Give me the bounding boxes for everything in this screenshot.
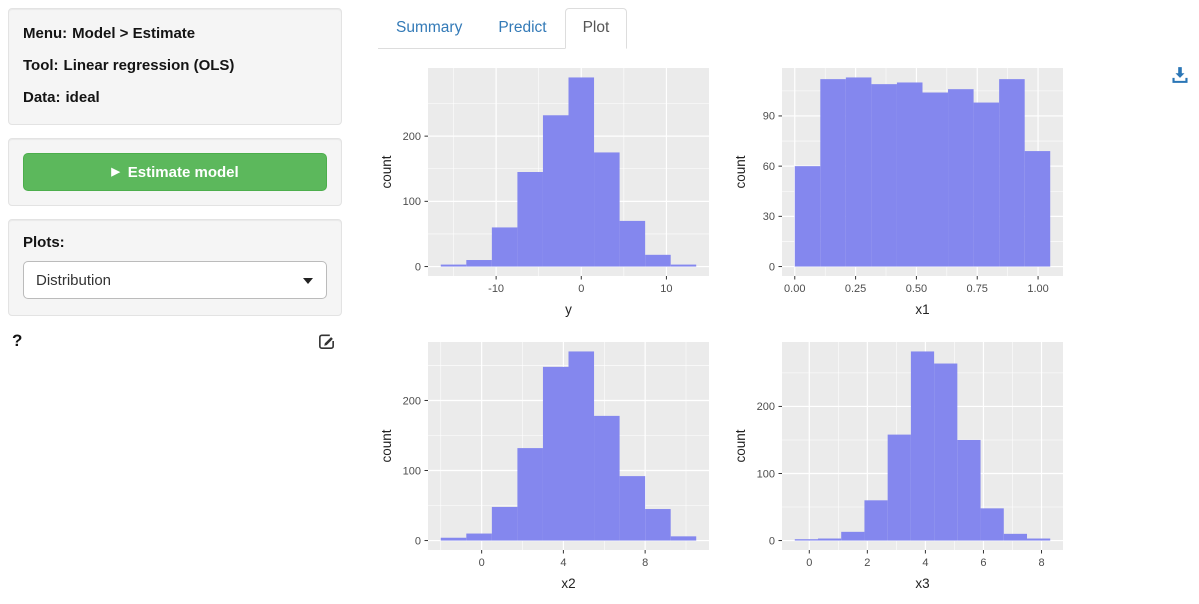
tab-bar: Summary Predict Plot <box>378 8 628 49</box>
svg-text:10: 10 <box>660 283 672 295</box>
svg-text:0: 0 <box>578 283 584 295</box>
data-label: Data: <box>23 89 61 106</box>
tab-predict[interactable]: Predict <box>498 19 547 36</box>
svg-text:1.00: 1.00 <box>1027 283 1048 295</box>
menu-label: Menu: <box>23 25 68 42</box>
svg-text:90: 90 <box>763 111 775 123</box>
svg-text:8: 8 <box>642 557 648 569</box>
histogram-x3-svg: 0 100 200 0 2 4 6 8 x3 count <box>733 342 1063 591</box>
svg-text:200: 200 <box>403 131 421 143</box>
svg-text:-10: -10 <box>488 283 504 295</box>
histogram-x1-svg: 0 30 60 90 0.00 0.25 0.50 0.75 1.00 x1 count <box>733 68 1063 317</box>
plots-grid: 0 100 200 -10 0 10 y count 0 30 60 90 0.00 0.25 0.50 0… <box>378 62 1072 594</box>
plots-panel: Plots: Distribution <box>8 219 342 316</box>
histogram-x2-svg: 0 100 200 0 4 8 x2 count <box>379 342 709 591</box>
svg-text:200: 200 <box>403 395 421 407</box>
plot-type-select[interactable]: Distribution <box>23 261 327 299</box>
svg-text:count: count <box>733 429 748 462</box>
svg-text:6: 6 <box>980 557 986 569</box>
tool-value: Linear regression (OLS) <box>63 57 235 74</box>
data-value: ideal <box>65 89 100 106</box>
svg-text:0.75: 0.75 <box>967 283 988 295</box>
report-edit-icon[interactable] <box>317 332 336 351</box>
menu-breadcrumb: Menu: Model > Estimate <box>23 25 327 42</box>
tool-label: Tool: <box>23 57 59 74</box>
svg-text:100: 100 <box>403 196 421 208</box>
svg-text:0: 0 <box>415 261 421 273</box>
svg-text:count: count <box>379 429 394 462</box>
estimate-panel: ▶ Estimate model <box>8 138 342 206</box>
svg-text:0.50: 0.50 <box>906 283 927 295</box>
svg-text:100: 100 <box>403 465 421 477</box>
histogram-x2: 0 100 200 0 4 8 x2 count <box>378 336 718 594</box>
play-icon: ▶ <box>111 165 120 178</box>
sidebar: Menu: Model > Estimate Tool: Linear regres… <box>8 8 342 351</box>
svg-text:x1: x1 <box>915 302 929 317</box>
download-icon[interactable] <box>1171 66 1189 89</box>
svg-text:30: 30 <box>763 211 775 223</box>
svg-text:count: count <box>733 155 748 188</box>
dataset-name: Data: ideal <box>23 89 327 106</box>
plots-label: Plots: <box>23 234 65 251</box>
estimate-model-button[interactable]: ▶ Estimate model <box>23 153 327 191</box>
svg-text:2: 2 <box>864 557 870 569</box>
svg-text:200: 200 <box>757 401 775 413</box>
menu-value: Model > Estimate <box>72 25 196 42</box>
svg-text:x2: x2 <box>561 576 575 591</box>
svg-text:4: 4 <box>922 557 928 569</box>
svg-text:0.25: 0.25 <box>845 283 866 295</box>
svg-text:count: count <box>379 155 394 188</box>
svg-text:4: 4 <box>560 557 566 569</box>
main-content: Summary Predict Plot 0 100 200 -10 0 10 y count… <box>378 8 1072 594</box>
svg-text:0.00: 0.00 <box>784 283 805 295</box>
tab-summary[interactable]: Summary <box>396 19 463 36</box>
sidebar-footer: ? <box>8 329 342 351</box>
tab-plot[interactable]: Plot <box>564 8 628 49</box>
svg-text:0: 0 <box>806 557 812 569</box>
help-icon[interactable]: ? <box>12 331 23 350</box>
svg-text:60: 60 <box>763 161 775 173</box>
svg-text:0: 0 <box>415 535 421 547</box>
svg-text:100: 100 <box>757 468 775 480</box>
svg-text:0: 0 <box>769 261 775 273</box>
svg-text:0: 0 <box>479 557 485 569</box>
estimate-model-button-label: Estimate model <box>127 163 239 181</box>
chevron-down-icon <box>303 278 313 284</box>
histogram-y-svg: 0 100 200 -10 0 10 y count <box>379 68 709 317</box>
svg-text:x3: x3 <box>915 576 929 591</box>
histogram-x1: 0 30 60 90 0.00 0.25 0.50 0.75 1.00 x1 count <box>732 62 1072 320</box>
tool-name: Tool: Linear regression (OLS) <box>23 57 327 74</box>
histogram-y: 0 100 200 -10 0 10 y count <box>378 62 718 320</box>
histogram-x3: 0 100 200 0 2 4 6 8 x3 count <box>732 336 1072 594</box>
plot-type-selected-value: Distribution <box>36 271 112 289</box>
svg-text:y: y <box>565 302 572 317</box>
svg-text:8: 8 <box>1038 557 1044 569</box>
model-info-panel: Menu: Model > Estimate Tool: Linear regres… <box>8 8 342 125</box>
svg-text:0: 0 <box>769 535 775 547</box>
